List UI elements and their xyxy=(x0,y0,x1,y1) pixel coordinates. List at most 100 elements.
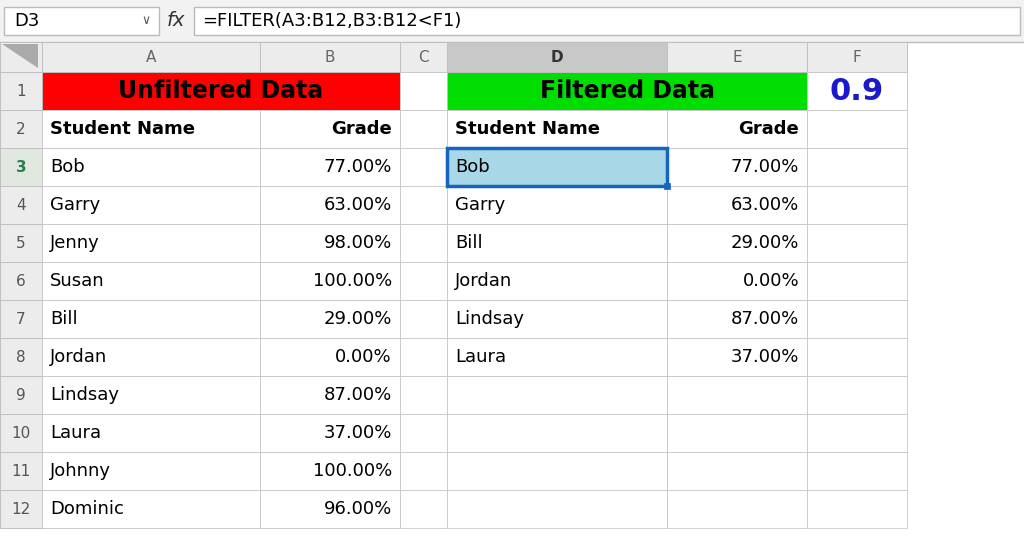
Text: Jordan: Jordan xyxy=(455,272,512,290)
Bar xyxy=(447,338,667,376)
Text: 63.00%: 63.00% xyxy=(324,196,392,214)
Text: 0.9: 0.9 xyxy=(829,76,884,105)
Bar xyxy=(260,186,400,224)
Text: 87.00%: 87.00% xyxy=(731,310,799,328)
Bar xyxy=(42,338,260,376)
Polygon shape xyxy=(2,44,38,68)
Text: 6: 6 xyxy=(16,273,26,289)
Bar xyxy=(447,224,667,262)
Bar xyxy=(260,148,400,186)
Bar xyxy=(807,72,907,110)
Bar xyxy=(447,148,667,186)
Text: 1: 1 xyxy=(16,83,26,98)
Bar xyxy=(0,0,1024,42)
Bar xyxy=(807,338,907,376)
Bar xyxy=(0,148,42,186)
Text: D3: D3 xyxy=(14,12,39,30)
Text: A: A xyxy=(145,49,157,64)
Bar xyxy=(0,262,42,300)
Bar xyxy=(447,414,667,452)
Bar xyxy=(667,300,807,338)
Bar xyxy=(260,300,400,338)
Bar xyxy=(807,376,907,414)
Bar xyxy=(447,110,667,148)
Bar xyxy=(807,414,907,452)
Bar xyxy=(447,72,807,110)
Text: 9: 9 xyxy=(16,388,26,402)
Bar xyxy=(260,262,400,300)
Bar xyxy=(667,224,807,262)
Text: Bob: Bob xyxy=(455,158,489,176)
Bar xyxy=(807,72,907,110)
Bar xyxy=(400,42,447,72)
Bar xyxy=(667,110,807,148)
Bar xyxy=(42,376,260,414)
Text: Laura: Laura xyxy=(455,348,506,366)
Text: F: F xyxy=(853,49,861,64)
Bar xyxy=(447,376,667,414)
Bar xyxy=(667,262,807,300)
Bar xyxy=(447,300,667,338)
Text: Bill: Bill xyxy=(50,310,78,328)
Bar xyxy=(260,452,400,490)
Bar xyxy=(400,186,447,224)
Text: 37.00%: 37.00% xyxy=(324,424,392,442)
Bar xyxy=(42,148,260,186)
Bar xyxy=(400,110,447,148)
Bar xyxy=(0,186,42,224)
Bar xyxy=(260,110,400,148)
Bar xyxy=(447,338,667,376)
Bar xyxy=(400,490,447,528)
Bar xyxy=(667,110,807,148)
Text: Jenny: Jenny xyxy=(50,234,99,252)
Bar xyxy=(42,452,260,490)
Bar xyxy=(667,148,807,186)
Text: Bill: Bill xyxy=(455,234,482,252)
Bar xyxy=(0,42,42,72)
Bar xyxy=(667,148,807,186)
Text: 3: 3 xyxy=(15,160,27,175)
Bar xyxy=(807,110,907,148)
Bar xyxy=(260,224,400,262)
Bar xyxy=(807,186,907,224)
Bar xyxy=(42,452,260,490)
Bar xyxy=(260,376,400,414)
Bar xyxy=(807,300,907,338)
Bar xyxy=(667,262,807,300)
Bar xyxy=(42,110,260,148)
Bar xyxy=(667,338,807,376)
Bar xyxy=(667,186,807,224)
Text: 96.00%: 96.00% xyxy=(324,500,392,518)
Bar xyxy=(260,72,400,110)
Bar xyxy=(260,490,400,528)
Bar xyxy=(807,262,907,300)
Text: fx: fx xyxy=(167,12,185,31)
Text: =FILTER(A3:B12,B3:B12<F1): =FILTER(A3:B12,B3:B12<F1) xyxy=(202,12,462,30)
Bar xyxy=(42,414,260,452)
Text: Garry: Garry xyxy=(50,196,100,214)
Bar xyxy=(42,148,260,186)
Text: 29.00%: 29.00% xyxy=(731,234,799,252)
Text: Susan: Susan xyxy=(50,272,104,290)
Bar xyxy=(42,186,260,224)
Text: 2: 2 xyxy=(16,121,26,137)
Bar xyxy=(260,224,400,262)
Bar xyxy=(667,224,807,262)
Bar xyxy=(667,452,807,490)
Text: 0.00%: 0.00% xyxy=(742,272,799,290)
Bar xyxy=(260,338,400,376)
Bar xyxy=(447,110,667,148)
Bar xyxy=(447,186,667,224)
Text: Lindsay: Lindsay xyxy=(455,310,524,328)
Text: C: C xyxy=(418,49,429,64)
Bar xyxy=(667,414,807,452)
Bar xyxy=(260,42,400,72)
Bar xyxy=(400,414,447,452)
Bar xyxy=(0,376,42,414)
Bar xyxy=(194,7,1020,35)
Text: 8: 8 xyxy=(16,350,26,365)
Text: Bob: Bob xyxy=(50,158,85,176)
Bar xyxy=(667,186,807,224)
Bar xyxy=(447,186,667,224)
Bar xyxy=(0,490,42,528)
